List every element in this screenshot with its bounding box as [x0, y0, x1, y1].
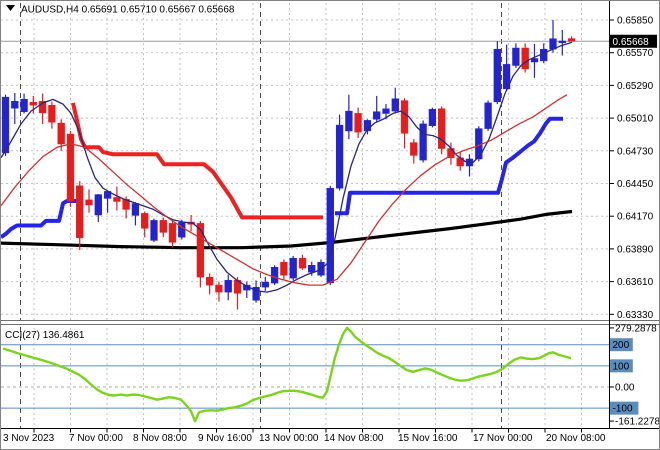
candle-body — [141, 213, 149, 229]
candle-body — [11, 100, 19, 109]
price-axis-label: 0.65290 — [617, 81, 654, 92]
candle-body — [150, 220, 158, 241]
candle-body — [252, 286, 260, 301]
cci-plot-area[interactable] — [1, 325, 609, 429]
panel-divider-gap — [1, 321, 659, 324]
candle-body — [57, 122, 65, 145]
price-axis-label: 0.63610 — [617, 277, 654, 288]
candle-body — [94, 194, 102, 216]
cci-level-badge — [610, 338, 633, 352]
current-price-badge-label: 0.65668 — [613, 37, 650, 48]
candle-body — [168, 223, 177, 243]
candle-body — [289, 257, 297, 279]
candle-body — [261, 281, 269, 288]
candle-body — [530, 58, 539, 63]
candle-body — [335, 124, 344, 189]
candle-body — [29, 102, 37, 106]
price-axis-label: 0.65850 — [617, 16, 654, 27]
candle-body — [1, 96, 10, 154]
price-axis-label: 0.63890 — [617, 244, 654, 255]
cci-level-badge — [610, 401, 639, 415]
candle-body — [298, 257, 307, 269]
time-axis-label: 13 Nov 00:00 — [259, 433, 319, 444]
candle-body — [512, 47, 520, 66]
time-axis-label: 15 Nov 16:00 — [398, 433, 458, 444]
time-axis-label: 20 Nov 08:00 — [546, 433, 606, 444]
time-axis-area[interactable] — [1, 429, 659, 450]
price-axis-label: 0.64730 — [617, 146, 654, 157]
candle-body — [280, 261, 288, 276]
price-axis-label: 0.65570 — [617, 48, 654, 59]
moving-average-slow — [1, 94, 568, 286]
candle-body — [48, 105, 56, 123]
candle-body — [113, 197, 121, 202]
cci-title: CCI(27) 136.4861 — [5, 330, 85, 341]
cci-axis-label: -161.2278 — [615, 417, 659, 428]
cci-level-badge-label: -100 — [613, 404, 633, 415]
candle-body — [400, 100, 409, 134]
time-axis-label: 9 Nov 16:00 — [198, 433, 252, 444]
cci-axis-label: 0.00 — [615, 383, 635, 394]
price-axis-label: 0.63330 — [617, 310, 654, 321]
candle-body — [354, 113, 362, 133]
candle-body — [85, 199, 93, 206]
candle-body — [558, 40, 566, 44]
moving-average-fast — [1, 41, 573, 293]
trailing-stop-blue-right — [335, 116, 563, 216]
candle-body — [270, 266, 279, 284]
candle-body — [391, 98, 399, 112]
price-axis-label: 0.64170 — [617, 212, 654, 223]
time-axis-label: 7 Nov 00:00 — [69, 433, 123, 444]
time-axis-label: 3 Nov 2023 — [3, 433, 55, 444]
candle-body — [66, 133, 75, 202]
candle-body — [20, 98, 28, 112]
candle-body — [419, 123, 427, 161]
symbol-dropdown-icon[interactable] — [6, 5, 15, 11]
cci-line — [2, 326, 572, 423]
candle-body — [410, 142, 418, 156]
candle-body — [224, 279, 232, 293]
candle-body — [196, 223, 205, 278]
candle-body — [326, 187, 334, 284]
candle-body — [567, 38, 576, 42]
cci-level-badge-label: 100 — [613, 361, 630, 372]
candle-body — [206, 276, 214, 286]
candle-body — [521, 47, 529, 70]
current-price-badge — [610, 34, 657, 48]
candle-body — [484, 102, 492, 129]
candle-body — [345, 110, 353, 132]
price-axis-label: 0.65010 — [617, 114, 654, 125]
cci-axis-label: 279.2878 — [615, 323, 657, 334]
moving-average-long — [1, 209, 573, 250]
price-axis-area[interactable] — [609, 1, 659, 429]
time-axis-label: 17 Nov 00:00 — [473, 433, 533, 444]
cci-level-badge — [610, 359, 633, 373]
candle-body — [38, 100, 47, 114]
time-axis-label: 8 Nov 08:00 — [133, 433, 187, 444]
candle-body — [428, 109, 437, 126]
candle-body — [438, 108, 446, 149]
candle-body — [76, 185, 84, 239]
chart-plot-area[interactable] — [1, 1, 609, 321]
candle-body — [373, 111, 381, 120]
candle-body — [382, 108, 390, 114]
candle-body — [215, 284, 223, 293]
chart-title: AUDUSD,H4 0.65691 0.65710 0.65667 0.6566… — [21, 5, 235, 16]
trailing-stop-blue-left — [1, 199, 78, 239]
candle-body — [159, 220, 167, 233]
price-axis-label: 0.64450 — [617, 179, 654, 190]
time-axis-label: 14 Nov 08:00 — [324, 433, 384, 444]
cci-level-badge-label: 200 — [613, 340, 630, 351]
candle-body — [493, 48, 501, 103]
